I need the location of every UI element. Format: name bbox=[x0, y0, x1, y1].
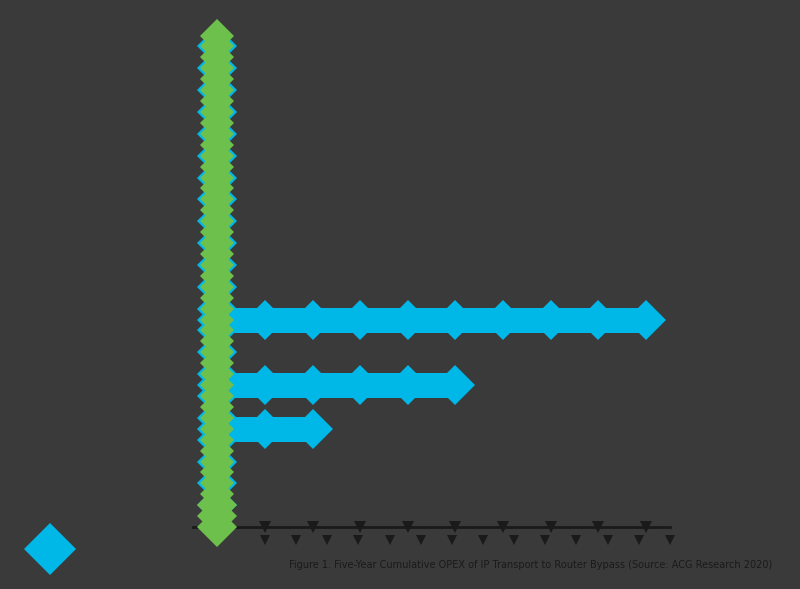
Text: Figure 1. Five-Year Cumulative OPEX of IP Transport to Router Bypass (Source: AC: Figure 1. Five-Year Cumulative OPEX of I… bbox=[289, 560, 772, 570]
